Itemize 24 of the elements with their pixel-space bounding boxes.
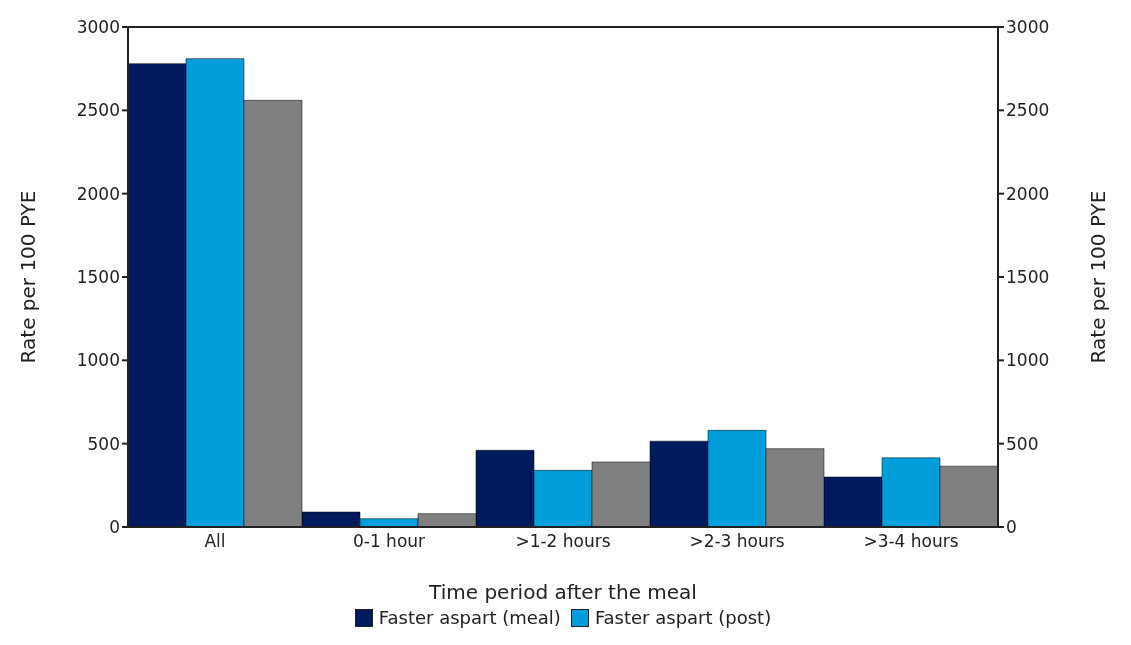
y-tick-label: 1500 xyxy=(76,267,120,288)
y-tick-label: 1000 xyxy=(76,350,120,371)
y2-tick-label: 2500 xyxy=(1006,100,1050,121)
y-tick-label: 500 xyxy=(87,433,120,454)
y-axis-title: Rate per 100 PYE xyxy=(16,190,41,364)
x-tick-label: >1-2 hours xyxy=(515,531,611,552)
y2-tick-label: 1500 xyxy=(1006,267,1050,288)
x-tick-label: >3-4 hours xyxy=(863,531,959,552)
legend-label: Faster aspart (meal) xyxy=(377,607,561,628)
y-tick-label: 0 xyxy=(109,517,120,538)
y2-tick-label: 1000 xyxy=(1006,350,1050,371)
x-tick-label: All xyxy=(204,531,226,552)
x-tick-label: 0-1 hour xyxy=(352,531,426,552)
y2-tick-label: 0 xyxy=(1006,517,1017,538)
y2-tick-label: 500 xyxy=(1006,433,1039,454)
x-axis-title: Time period after the meal xyxy=(428,580,697,604)
y2-tick-label: 2000 xyxy=(1006,183,1050,204)
legend-label: Faster aspart (post) xyxy=(593,607,772,628)
y2-axis-title: Rate per 100 PYE xyxy=(1086,190,1111,364)
x-tick-label: >2-3 hours xyxy=(689,531,785,552)
y-tick-label: 3000 xyxy=(76,17,120,38)
y-tick-label: 2500 xyxy=(76,100,120,121)
y2-tick-label: 3000 xyxy=(1006,17,1050,38)
y-tick-label: 2000 xyxy=(76,183,120,204)
